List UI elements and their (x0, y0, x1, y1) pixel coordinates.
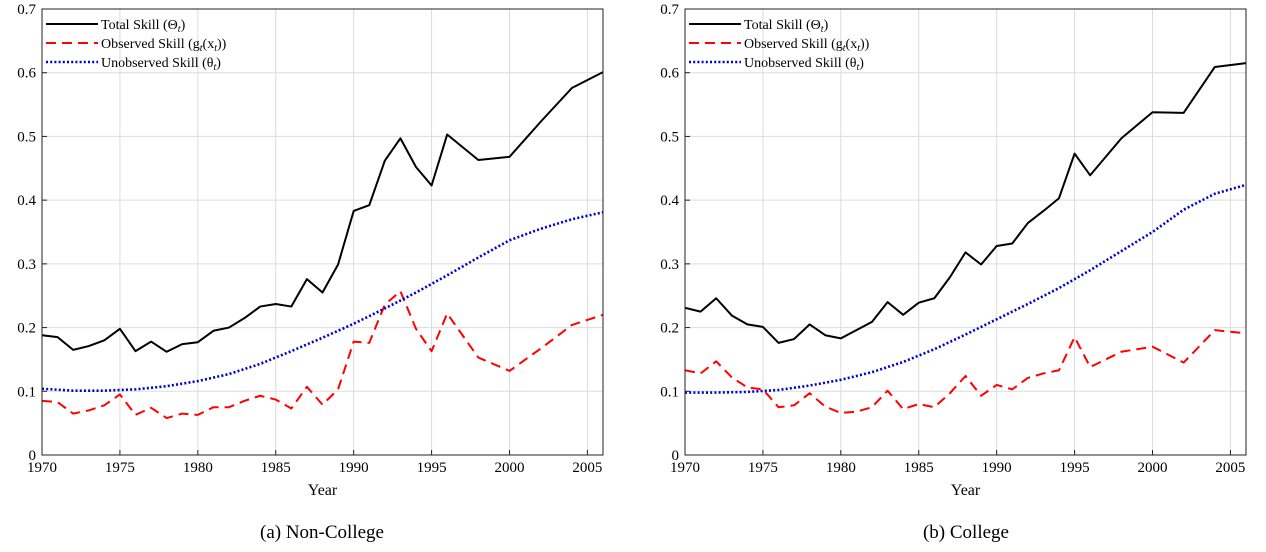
legend-label: Observed Skill (gt(xt)) (744, 37, 870, 54)
x-tick-label: 2005 (572, 460, 602, 476)
series-line-observed-skill (684, 329, 1247, 414)
y-tick-label: 0.3 (17, 257, 36, 273)
chart-panel-college: 1970 1975 1980 1985 1990 1995 2000 2005 0 0.1 0.2 0… (660, 2, 1247, 543)
y-tick-label: 0.1 (17, 384, 36, 400)
panel-caption: (a) Non-College (260, 522, 384, 543)
x-tick-label: 1970 (670, 460, 700, 476)
legend-label: Total Skill (Θt) (744, 18, 829, 35)
y-tick-label: 0 (29, 448, 37, 464)
y-tick-label: 0.4 (660, 193, 679, 209)
series-line-total-skill (41, 71, 604, 353)
x-tick-label: 1995 (1060, 460, 1090, 476)
y-tick-label: 0.5 (660, 129, 679, 145)
chart-panel-non-college: 1970 1975 1980 1985 1990 1995 2000 2005 0 0.1 0.2 0… (17, 2, 604, 543)
x-tick-label: 1970 (27, 460, 57, 476)
y-tick-label: 0.3 (660, 257, 679, 273)
y-tick-label: 0.4 (17, 193, 36, 209)
x-tick-label: 1990 (339, 460, 369, 476)
x-tick-label: 2000 (1138, 460, 1168, 476)
x-tick-label: 1995 (417, 460, 447, 476)
x-tick-label: 1975 (105, 460, 135, 476)
legend-label: Observed Skill (gt(xt)) (101, 37, 227, 54)
legend-label: Unobserved Skill (θt) (101, 56, 221, 73)
y-tick-label: 0.7 (660, 2, 679, 18)
legend-label: Total Skill (Θt) (101, 18, 186, 35)
x-tick-label: 2000 (495, 460, 525, 476)
y-tick-label: 0.6 (17, 66, 36, 82)
y-tick-label: 0.1 (660, 384, 679, 400)
plot-frame (41, 8, 604, 456)
x-axis-title: Year (951, 482, 981, 499)
y-tick-label: 0.2 (660, 321, 679, 337)
x-tick-label: 1990 (982, 460, 1012, 476)
x-tick-label: 1980 (183, 460, 213, 476)
legend: Total Skill (Θt) Observed Skill (gt(xt)) U… (689, 18, 870, 73)
y-tick-label: 0.7 (17, 2, 36, 18)
x-axis-title: Year (308, 482, 338, 499)
legend-label: Unobserved Skill (θt) (744, 56, 864, 73)
plot-frame (684, 8, 1247, 456)
series-line-unobserved-skill (41, 210, 604, 392)
x-tick-label: 1975 (748, 460, 778, 476)
x-tick-label: 1985 (904, 460, 934, 476)
y-tick-label: 0.6 (660, 66, 679, 82)
y-tick-label: 0 (672, 448, 680, 464)
x-tick-label: 2005 (1215, 460, 1245, 476)
legend: Total Skill (Θt) Observed Skill (gt(xt)) U… (46, 18, 227, 73)
y-tick-label: 0.5 (17, 129, 36, 145)
x-tick-label: 1985 (261, 460, 291, 476)
y-tick-label: 0.2 (17, 321, 36, 337)
series-line-total-skill (684, 62, 1247, 344)
series-line-observed-skill (41, 290, 604, 420)
series-line-unobserved-skill (685, 183, 1247, 394)
x-tick-label: 1980 (826, 460, 856, 476)
panel-caption: (b) College (923, 522, 1009, 543)
